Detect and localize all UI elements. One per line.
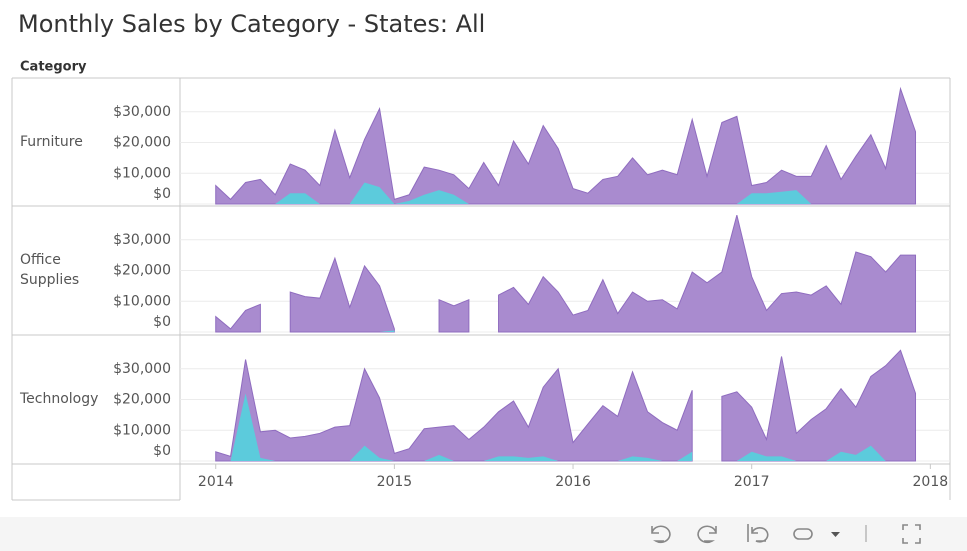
row-label-line: Office xyxy=(20,252,61,268)
y-tick-label: $0 xyxy=(153,443,171,459)
y-tick-label: $10,000 xyxy=(113,422,171,438)
revert-button[interactable] xyxy=(747,524,769,543)
area-series xyxy=(215,86,917,205)
redo-button[interactable] xyxy=(697,525,717,544)
toolbar xyxy=(0,517,967,551)
area-series xyxy=(215,182,916,204)
undo-button[interactable] xyxy=(651,525,671,544)
row-header: Category xyxy=(20,60,87,75)
row-label-line: Supplies xyxy=(20,272,79,288)
y-tick-label: $20,000 xyxy=(113,135,171,151)
y-tick-label: $20,000 xyxy=(113,263,171,279)
y-tick-label: $0 xyxy=(153,314,171,330)
y-tick-label: $10,000 xyxy=(113,293,171,309)
x-tick-label: 2014 xyxy=(198,474,234,490)
x-tick-label: 2017 xyxy=(734,474,770,490)
row-label: Office Supplies xyxy=(20,252,79,288)
y-tick-label: $20,000 xyxy=(113,392,171,408)
x-tick-label: 2016 xyxy=(555,474,591,490)
area-series xyxy=(215,393,916,461)
y-tick-label: $0 xyxy=(153,186,171,202)
fullscreen-button[interactable] xyxy=(902,524,921,544)
refresh-button[interactable] xyxy=(793,528,813,540)
y-tick-label: $30,000 xyxy=(113,232,171,248)
row-label: Furniture xyxy=(20,134,83,150)
x-tick-label: 2015 xyxy=(377,474,413,490)
area-series xyxy=(215,349,917,462)
row-label: Technology xyxy=(19,391,98,407)
area-series xyxy=(215,215,917,333)
dashboard-title: Monthly Sales by Category - States: All xyxy=(18,10,485,38)
y-tick-label: $30,000 xyxy=(113,361,171,377)
y-tick-label: $10,000 xyxy=(113,165,171,181)
dropdown-button[interactable] xyxy=(831,532,840,537)
y-tick-label: $30,000 xyxy=(113,104,171,120)
area-series xyxy=(215,330,916,332)
x-tick-label: 2018 xyxy=(913,474,949,490)
